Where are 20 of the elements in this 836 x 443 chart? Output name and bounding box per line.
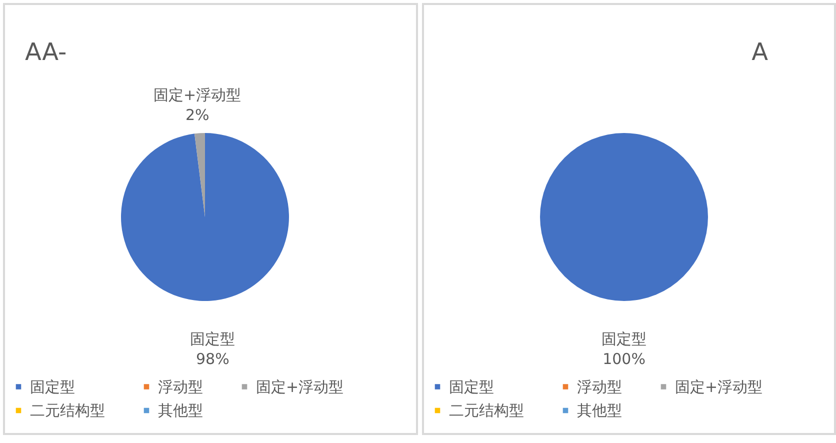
slice-label: 固定型 bbox=[601, 330, 646, 348]
legend-label: 其他型 bbox=[576, 402, 622, 420]
chart-title: A bbox=[751, 38, 768, 66]
pie-slice bbox=[194, 133, 205, 217]
legend-label: 固定+浮动型 bbox=[674, 378, 762, 396]
legend-label: 浮动型 bbox=[576, 378, 622, 396]
legend-label: 其他型 bbox=[158, 402, 203, 420]
legend-label: 二元结构型 bbox=[448, 402, 524, 420]
legend-label: 固定型 bbox=[448, 378, 494, 396]
slice-label: 固定型 bbox=[190, 330, 236, 348]
legend-label: 二元结构型 bbox=[30, 402, 105, 420]
legend-label: 固定+浮动型 bbox=[256, 378, 344, 396]
legend-label: 固定型 bbox=[30, 378, 75, 396]
data-label: 98% bbox=[196, 350, 230, 368]
data-label: 2% bbox=[185, 106, 210, 124]
data-label: 100% bbox=[602, 350, 645, 368]
slice-label: 固定+浮动型 bbox=[154, 86, 242, 104]
pie-slice bbox=[121, 133, 289, 301]
legend-label: 浮动型 bbox=[158, 378, 203, 396]
chart-title: AA- bbox=[25, 38, 67, 66]
